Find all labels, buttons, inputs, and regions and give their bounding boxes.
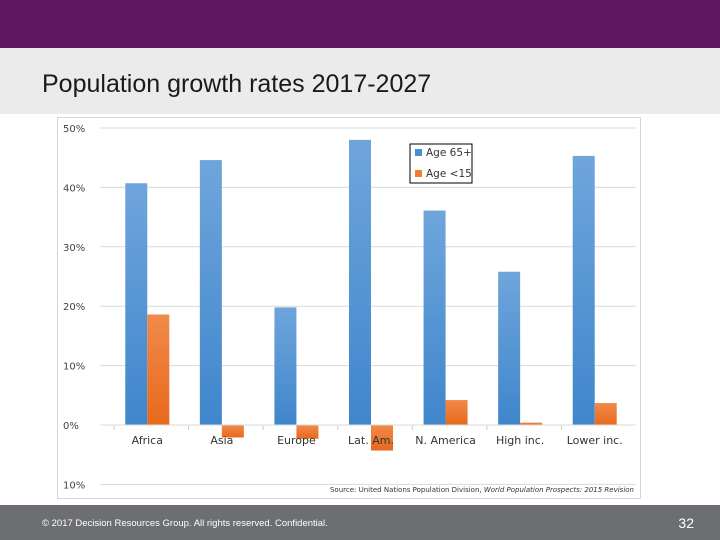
x-tick-label: Asia [210,434,233,447]
bar-age-under-15 [594,403,617,425]
bar-age-65-plus [572,155,595,425]
legend-label: Age <15 [426,168,472,180]
title-band [0,48,720,114]
chart: 50% 40% 30% 20% 10% 0% 10% Africa Asia Europe Lat.… [57,117,641,499]
bar-age-65-plus [423,210,446,425]
x-tick-label: High inc. [496,434,544,447]
copyright: © 2017 Decision Resources Group. All rig… [42,518,328,529]
y-tick-label: 10% [63,480,85,491]
bar-age-under-15 [520,422,543,425]
bar-age-under-15 [296,425,319,439]
legend-label: Age 65+ [426,147,472,159]
legend-swatch [415,170,422,177]
y-tick-label: 30% [63,243,85,254]
y-tick-label: 0% [63,421,79,432]
source-note: Source: United Nations Population Divisi… [330,486,634,494]
bar-age-65-plus [274,307,297,425]
header-bar [0,0,720,48]
x-tick-label: Lower inc. [567,434,623,447]
y-tick-label: 20% [63,302,85,313]
y-tick-label: 50% [63,124,85,135]
bar-chart-svg: 50% 40% 30% 20% 10% 0% 10% Africa Asia Europe Lat.… [63,124,636,494]
x-tick-label: Europe [277,434,316,447]
x-tick-label: N. America [415,434,476,447]
bar-age-65-plus [125,183,148,425]
legend-swatch [415,149,422,156]
x-tick-label: Africa [132,434,163,447]
bar-age-under-15 [445,400,468,425]
slide-title: Population growth rates 2017-2027 [42,70,432,98]
x-tick-label: Lat. Am. [348,434,394,447]
y-tick-label: 10% [63,362,85,373]
bar-age-under-15 [147,314,170,425]
y-tick-label: 40% [63,183,85,194]
bar-age-65-plus [349,139,371,425]
bar-age-65-plus [498,271,521,425]
bar-age-65-plus [199,160,222,426]
bar-age-under-15 [371,425,393,451]
page-number: 32 [678,515,694,531]
footer-bar [0,505,720,540]
bar-age-under-15 [221,425,244,438]
